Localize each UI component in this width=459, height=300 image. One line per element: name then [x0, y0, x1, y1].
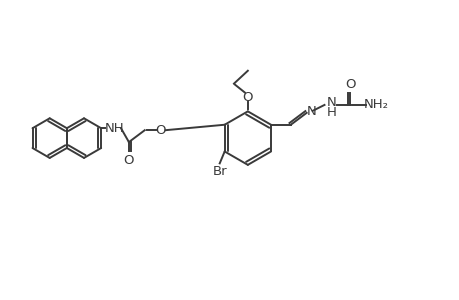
Text: N: N	[326, 96, 336, 110]
Text: O: O	[123, 154, 134, 167]
Text: Br: Br	[212, 165, 227, 178]
Text: NH₂: NH₂	[363, 98, 388, 111]
Text: O: O	[344, 78, 355, 91]
Text: O: O	[242, 91, 252, 104]
Text: H: H	[326, 106, 336, 119]
Text: NH: NH	[105, 122, 124, 135]
Text: N: N	[306, 105, 316, 119]
Text: O: O	[155, 124, 166, 137]
